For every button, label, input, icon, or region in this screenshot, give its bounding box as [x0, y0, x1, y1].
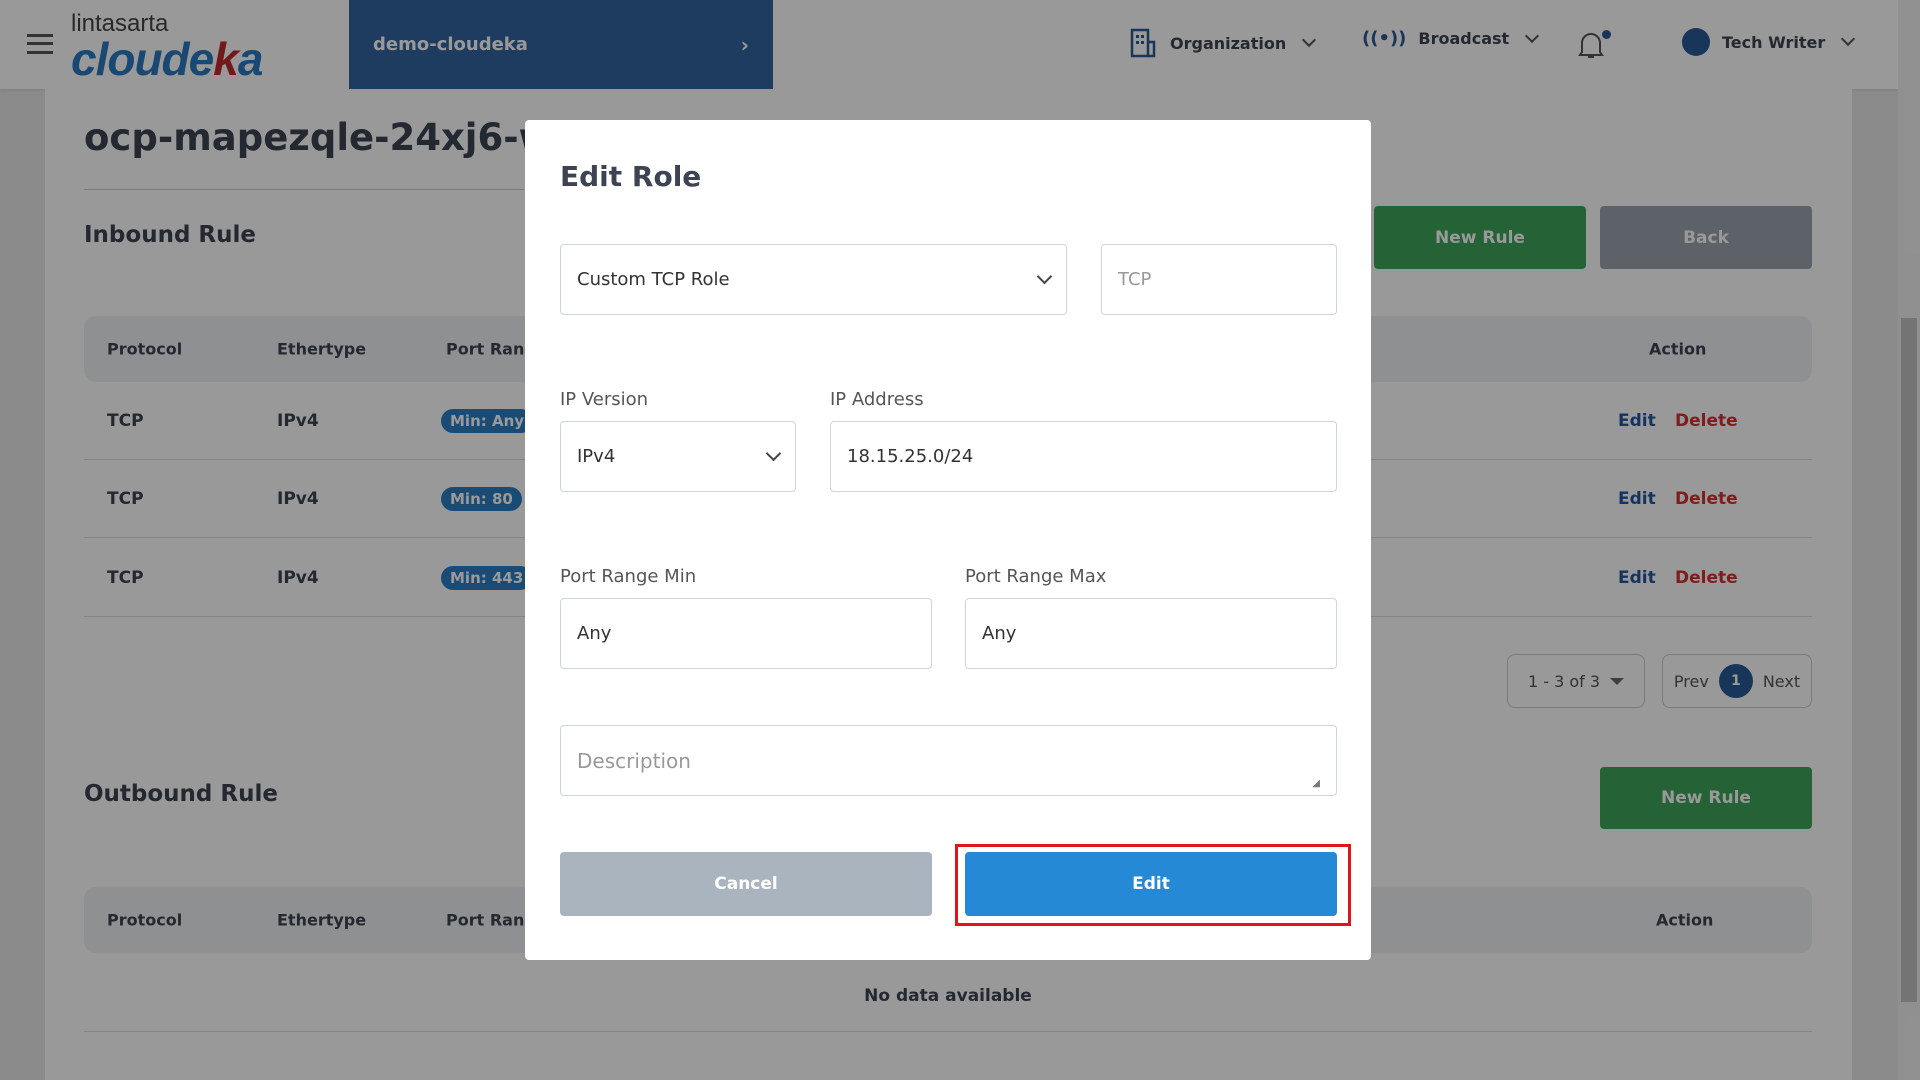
broadcast-icon: ((•))	[1362, 28, 1407, 49]
edit-button[interactable]: Edit	[965, 852, 1337, 916]
modal-title: Edit Role	[560, 160, 702, 193]
inbound-rule-heading: Inbound Rule	[84, 222, 256, 248]
ip-version-label: IP Version	[560, 389, 649, 410]
column-action: Action	[1649, 339, 1707, 359]
column-protocol: Protocol	[107, 339, 183, 359]
building-icon	[1130, 28, 1156, 58]
pagination-range: 1 - 3 of 3	[1527, 671, 1601, 691]
organization-menu[interactable]: Organization	[1130, 28, 1317, 58]
user-menu[interactable]: Tech Writer	[1682, 28, 1856, 56]
empty-state: No data available	[84, 960, 1812, 1032]
caret-down-icon	[1610, 677, 1625, 685]
description-placeholder: Description	[577, 748, 691, 773]
protocol-cell: TCP	[107, 488, 144, 509]
port-badge: Min: 443	[441, 565, 533, 590]
ip-version-value: IPv4	[577, 446, 616, 467]
port-badge: Min: Any	[441, 408, 534, 433]
scrollbar-thumb[interactable]	[1901, 318, 1917, 1002]
project-name: demo-cloudeka	[373, 34, 528, 55]
ip-address-value: 18.15.25.0/24	[847, 446, 974, 467]
port-max-value: Any	[982, 623, 1017, 644]
port-range-min-label: Port Range Min	[560, 566, 697, 587]
no-data-text: No data available	[864, 985, 1032, 1006]
new-inbound-rule-button[interactable]: New Rule	[1374, 206, 1586, 269]
rule-type-select[interactable]: Custom TCP Role	[560, 244, 1067, 315]
delete-link[interactable]: Delete	[1675, 410, 1738, 431]
protocol-placeholder: TCP	[1118, 269, 1152, 290]
avatar	[1682, 28, 1710, 56]
column-port-range: Port Range	[446, 339, 547, 359]
logo-cloudeka[interactable]: cloudeka	[71, 33, 263, 85]
logo-lintasarta: lintasarta	[71, 10, 169, 37]
organization-label: Organization	[1170, 33, 1287, 53]
notification-bell-icon[interactable]	[1578, 30, 1611, 64]
ethertype-cell: IPv4	[277, 567, 319, 588]
ip-version-select[interactable]: IPv4	[560, 421, 796, 492]
outbound-rule-heading: Outbound Rule	[84, 781, 278, 807]
broadcast-menu[interactable]: ((•)) Broadcast	[1362, 28, 1540, 49]
ip-address-label: IP Address	[830, 389, 924, 410]
top-header: lintasarta cloudeka demo-cloudeka › Organ…	[0, 0, 1898, 89]
delete-link[interactable]: Delete	[1675, 567, 1738, 588]
port-min-value: Any	[577, 623, 612, 644]
table-row: TCP IPv4 Min: 443 Edit Delete	[84, 539, 1812, 617]
menu-icon[interactable]	[27, 34, 53, 54]
protocol-cell: TCP	[107, 410, 144, 431]
port-range-max-label: Port Range Max	[965, 566, 1107, 587]
divider	[84, 189, 524, 190]
protocol-input[interactable]: TCP	[1101, 244, 1337, 315]
column-action: Action	[1656, 910, 1714, 930]
user-name: Tech Writer	[1722, 32, 1826, 52]
ethertype-cell: IPv4	[277, 488, 319, 509]
column-protocol: Protocol	[107, 910, 183, 930]
resize-handle-icon[interactable]: ◢	[1312, 778, 1320, 789]
ethertype-cell: IPv4	[277, 410, 319, 431]
page-1-button[interactable]: 1	[1718, 664, 1753, 698]
project-selector[interactable]: demo-cloudeka ›	[349, 0, 773, 89]
column-port-range: Port Range	[446, 910, 547, 930]
broadcast-label: Broadcast	[1418, 29, 1510, 48]
edit-role-modal: Edit Role Custom TCP Role TCP IP Version…	[525, 120, 1371, 960]
next-button[interactable]: Next	[1762, 671, 1801, 691]
edit-link[interactable]: Edit	[1618, 488, 1656, 509]
new-outbound-rule-button[interactable]: New Rule	[1600, 767, 1812, 829]
delete-link[interactable]: Delete	[1675, 488, 1738, 509]
page-title: ocp-mapezqle-24xj6-w	[84, 116, 553, 159]
description-textarea[interactable]: Description ◢	[560, 725, 1337, 796]
ip-address-input[interactable]: 18.15.25.0/24	[830, 421, 1337, 492]
edit-link[interactable]: Edit	[1618, 567, 1656, 588]
column-ethertype: Ethertype	[277, 339, 367, 359]
back-button[interactable]: Back	[1600, 206, 1812, 269]
protocol-cell: TCP	[107, 567, 144, 588]
port-range-min-input[interactable]: Any	[560, 598, 932, 669]
port-range-max-input[interactable]: Any	[965, 598, 1337, 669]
column-ethertype: Ethertype	[277, 910, 367, 930]
chevron-down-icon	[765, 445, 782, 462]
pagination: Prev 1 Next	[1662, 654, 1812, 708]
highlight-box	[955, 844, 1351, 926]
rows-per-page-select[interactable]: 1 - 3 of 3	[1507, 654, 1645, 708]
port-badge: Min: 80	[441, 486, 522, 511]
chevron-right-icon: ›	[740, 32, 749, 57]
cancel-button[interactable]: Cancel	[560, 852, 932, 916]
notification-dot	[1602, 30, 1611, 39]
rule-type-value: Custom TCP Role	[577, 269, 730, 290]
prev-button[interactable]: Prev	[1673, 671, 1709, 691]
chevron-down-icon	[1036, 268, 1053, 285]
edit-link[interactable]: Edit	[1618, 410, 1656, 431]
